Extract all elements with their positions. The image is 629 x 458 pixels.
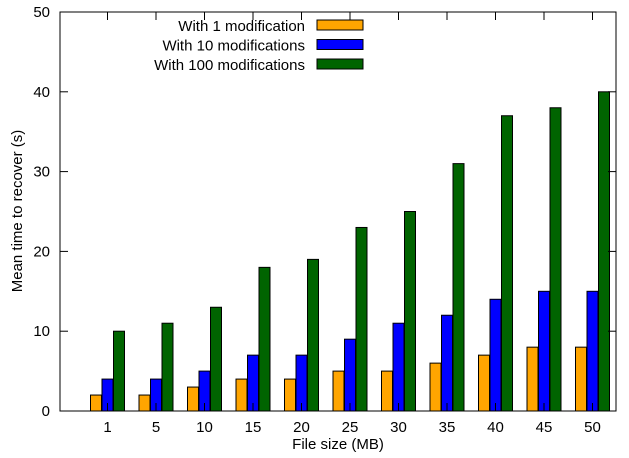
bar-2-15 [247, 354, 259, 412]
bar-1-10 [187, 386, 199, 412]
x-tick-label: 45 [536, 419, 553, 436]
x-tick-label: 40 [487, 419, 504, 436]
x-tick-label: 1 [103, 419, 111, 436]
x-tick-label: 25 [342, 419, 359, 436]
bar-1-35 [429, 362, 442, 412]
y-tick-label: 20 [33, 243, 50, 260]
bar-2-35 [441, 314, 453, 412]
y-tick-label: 40 [33, 84, 50, 101]
legend-swatch [316, 39, 364, 50]
bar-3-1 [113, 330, 125, 412]
x-tick-label: 50 [584, 419, 601, 436]
legend-swatch [316, 58, 364, 70]
legend-label: With 1 modification [178, 18, 305, 35]
y-tick-label: 0 [42, 403, 50, 420]
y-tick-label: 50 [33, 4, 50, 21]
bars-group [90, 91, 610, 412]
bar-3-45 [549, 107, 562, 412]
y-axis: 0 10 20 30 40 50 [33, 4, 616, 420]
x-tick-label: 15 [245, 419, 262, 436]
bar-3-25 [355, 226, 368, 412]
bar-1-15 [235, 378, 248, 412]
x-tick-label: 10 [196, 419, 213, 436]
legend-label: With 10 modifications [162, 38, 305, 55]
bar-2-30 [392, 322, 405, 412]
bar-2-45 [538, 290, 550, 412]
x-tick-label: 5 [152, 419, 160, 436]
legend: With 1 modification With 10 modifications… [154, 18, 364, 74]
bar-3-50 [598, 91, 610, 412]
bar-3-5 [161, 322, 174, 412]
x-tick-label: 30 [390, 419, 407, 436]
legend-label: With 100 modifications [154, 57, 305, 74]
x-axis-title: File size (MB) [292, 436, 384, 453]
bar-3-15 [258, 266, 271, 412]
bar-2-50 [586, 290, 599, 412]
bar-3-40 [501, 115, 513, 412]
plot-frame [59, 11, 617, 412]
bar-1-45 [526, 346, 539, 412]
bar-1-40 [478, 354, 490, 412]
x-axis: 1 5 10 15 20 25 30 35 40 45 50 [103, 12, 601, 436]
x-tick-label: 35 [439, 419, 456, 436]
bar-2-40 [489, 298, 502, 412]
bar-3-35 [452, 163, 465, 412]
bar-3-20 [307, 258, 319, 412]
bar-1-50 [575, 346, 587, 412]
bar-1-25 [332, 370, 345, 412]
legend-swatch [316, 19, 364, 31]
bar-1-30 [381, 370, 393, 412]
bar-3-10 [210, 306, 222, 412]
y-axis-title: Mean time to recover (s) [9, 130, 26, 293]
bar-1-1 [90, 394, 102, 412]
y-tick-label: 30 [33, 164, 50, 181]
x-tick-label: 20 [293, 419, 310, 436]
y-tick-label: 10 [33, 323, 50, 340]
bar-2-25 [344, 338, 356, 412]
bar-2-20 [295, 354, 308, 412]
bar-1-20 [284, 378, 296, 412]
bar-1-5 [138, 394, 151, 412]
bar-3-30 [404, 211, 416, 412]
